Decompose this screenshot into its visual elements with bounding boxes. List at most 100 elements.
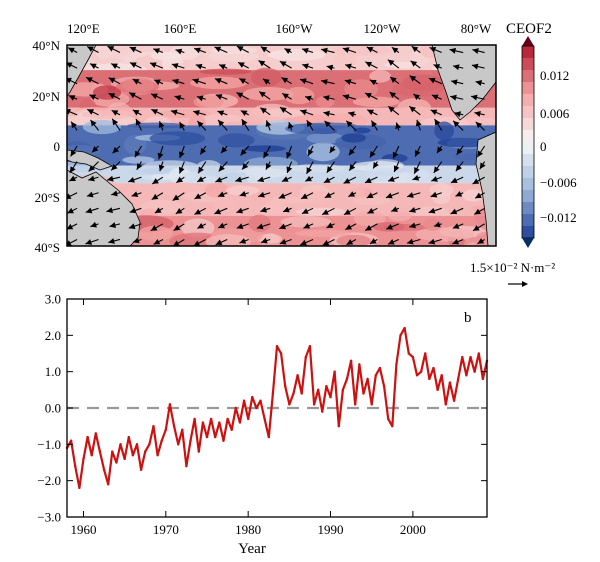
anomaly-patch xyxy=(225,185,260,196)
colorbar-cell xyxy=(522,154,534,167)
anomaly-bands xyxy=(67,45,496,246)
colorbar-tick: −0.006 xyxy=(540,175,577,190)
wind-vector xyxy=(409,222,421,229)
wind-vector xyxy=(431,176,442,182)
wind-vector xyxy=(415,119,422,131)
longitude-ticks: 120°E 160°E 160°W 120°W 80°W xyxy=(67,21,492,36)
wind-vector xyxy=(472,223,485,232)
series-point xyxy=(144,450,147,453)
wind-vector xyxy=(197,161,207,174)
series-point xyxy=(209,417,213,421)
wind-vector xyxy=(348,161,357,171)
wind-vector xyxy=(300,192,314,200)
wind-vector xyxy=(236,45,249,54)
wind-vector xyxy=(409,105,421,116)
wind-vector xyxy=(433,161,443,174)
series-point xyxy=(222,439,225,442)
wind-vector xyxy=(193,110,206,116)
wind-vector xyxy=(343,176,357,184)
wind-vector xyxy=(237,61,249,69)
wind-vector xyxy=(240,109,249,117)
wind-vector xyxy=(258,60,271,69)
anomaly-patch xyxy=(263,109,306,118)
series-point xyxy=(415,374,419,377)
wind-vector xyxy=(306,119,314,131)
wind-vector xyxy=(217,119,228,131)
wind-vector xyxy=(90,119,99,131)
wind-vector xyxy=(413,93,421,101)
wind-vector xyxy=(389,76,400,85)
wind-vector xyxy=(129,46,142,54)
wind-vector xyxy=(343,207,357,216)
y-tick-label: −1.0 xyxy=(37,437,61,452)
colorbar-cell xyxy=(522,130,534,143)
series-point xyxy=(238,421,242,424)
colorbar-cell xyxy=(522,166,534,179)
colorbar-cell xyxy=(522,178,534,191)
anomaly-patch xyxy=(259,203,289,215)
wind-vector xyxy=(364,176,378,184)
wind-vector xyxy=(391,206,400,212)
series-point xyxy=(456,377,460,381)
wind-vector xyxy=(282,206,292,213)
wind-vector xyxy=(214,78,228,85)
wind-vector xyxy=(240,145,250,156)
wind-vector xyxy=(365,61,378,69)
colorbar-cell xyxy=(522,226,534,239)
anomaly-patch xyxy=(80,109,135,120)
series-point xyxy=(251,395,254,399)
wind-vector xyxy=(67,207,78,214)
anomaly-patch xyxy=(243,145,286,152)
wind-vector xyxy=(158,121,165,131)
series-point xyxy=(201,421,205,424)
wind-vector xyxy=(301,207,314,215)
wind-vector xyxy=(329,145,336,154)
wind-vector xyxy=(196,95,206,102)
wind-vector xyxy=(109,222,121,228)
series-point xyxy=(345,377,349,381)
series-point xyxy=(477,352,480,355)
wind-vector xyxy=(176,176,185,184)
series-point xyxy=(152,424,155,428)
wind-vector xyxy=(452,223,464,229)
wind-vector xyxy=(179,121,186,131)
wind-vector xyxy=(387,59,400,69)
series-point xyxy=(267,435,270,439)
series-point xyxy=(160,439,163,442)
wind-vector xyxy=(476,145,486,158)
wind-vector xyxy=(364,92,378,100)
wind-vector xyxy=(474,192,485,199)
series-point xyxy=(230,428,233,431)
series-point xyxy=(271,392,275,395)
series-point xyxy=(296,374,299,377)
land-masses xyxy=(67,45,496,246)
anomaly-patch xyxy=(287,164,346,173)
y-tick-label: 0.0 xyxy=(45,401,61,416)
wind-vector xyxy=(196,176,207,183)
wind-vector xyxy=(342,47,357,54)
wind-vector xyxy=(217,222,228,229)
anomaly-patch xyxy=(151,173,173,181)
wind-vector xyxy=(179,145,185,159)
wind-vector xyxy=(175,48,185,55)
anomaly-patch xyxy=(295,207,347,217)
series-points xyxy=(65,326,489,490)
wind-vector xyxy=(348,111,357,118)
colorbar-tick: 0.012 xyxy=(540,68,569,83)
series-point xyxy=(440,374,443,377)
wind-vector xyxy=(324,120,335,131)
wind-vector xyxy=(108,238,121,244)
series-point xyxy=(156,454,159,457)
colorbar-tick: 0.006 xyxy=(540,106,570,121)
anomaly-patch xyxy=(283,86,315,105)
x-tick-label: 1980 xyxy=(235,522,261,537)
wind-vector xyxy=(70,145,78,157)
series-point xyxy=(139,468,143,471)
wind-vector xyxy=(236,92,249,100)
anomaly-patch xyxy=(191,45,209,49)
colorbar-max-cap xyxy=(522,36,534,46)
colorbar-cell xyxy=(522,58,534,71)
series-point xyxy=(115,461,118,464)
wind-vector xyxy=(235,176,249,183)
